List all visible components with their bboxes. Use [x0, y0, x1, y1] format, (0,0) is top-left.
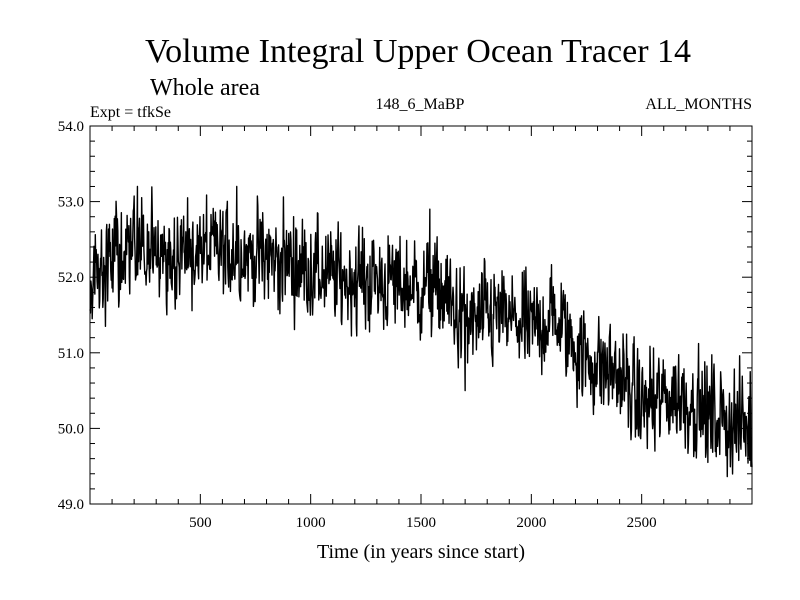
plot-frame: [89, 125, 753, 505]
y-tick-label: 51.0: [58, 346, 84, 362]
series-layer: [89, 185, 753, 478]
season-label: ALL_MONTHS: [645, 96, 752, 113]
y-tick-label: 49.0: [58, 497, 84, 513]
y-tick-label: 52.0: [58, 270, 84, 286]
y-tick-label: 50.0: [58, 421, 84, 437]
experiment-label: Expt = tfkSe: [90, 104, 171, 121]
x-axis-label: Time (in years since start): [317, 541, 525, 563]
y-tick-label: 53.0: [58, 195, 84, 211]
series-line: [89, 185, 753, 478]
x-tick-label: 2000: [516, 515, 546, 531]
x-tick-label: 2500: [627, 515, 657, 531]
run-label: 148_6_MaBP: [376, 96, 465, 113]
chart-subtitle: Whole area: [150, 75, 260, 101]
x-tick-label: 500: [189, 515, 212, 531]
chart-title: Volume Integral Upper Ocean Tracer 14: [145, 33, 691, 70]
x-tick-label: 1500: [406, 515, 436, 531]
x-tick-label: 1000: [296, 515, 326, 531]
y-tick-label: 54.0: [58, 119, 84, 135]
axis-layer: 500 1000 1500 2000 2500 49.0 50.0 51.0 52.0 53.0 5…: [58, 119, 753, 531]
